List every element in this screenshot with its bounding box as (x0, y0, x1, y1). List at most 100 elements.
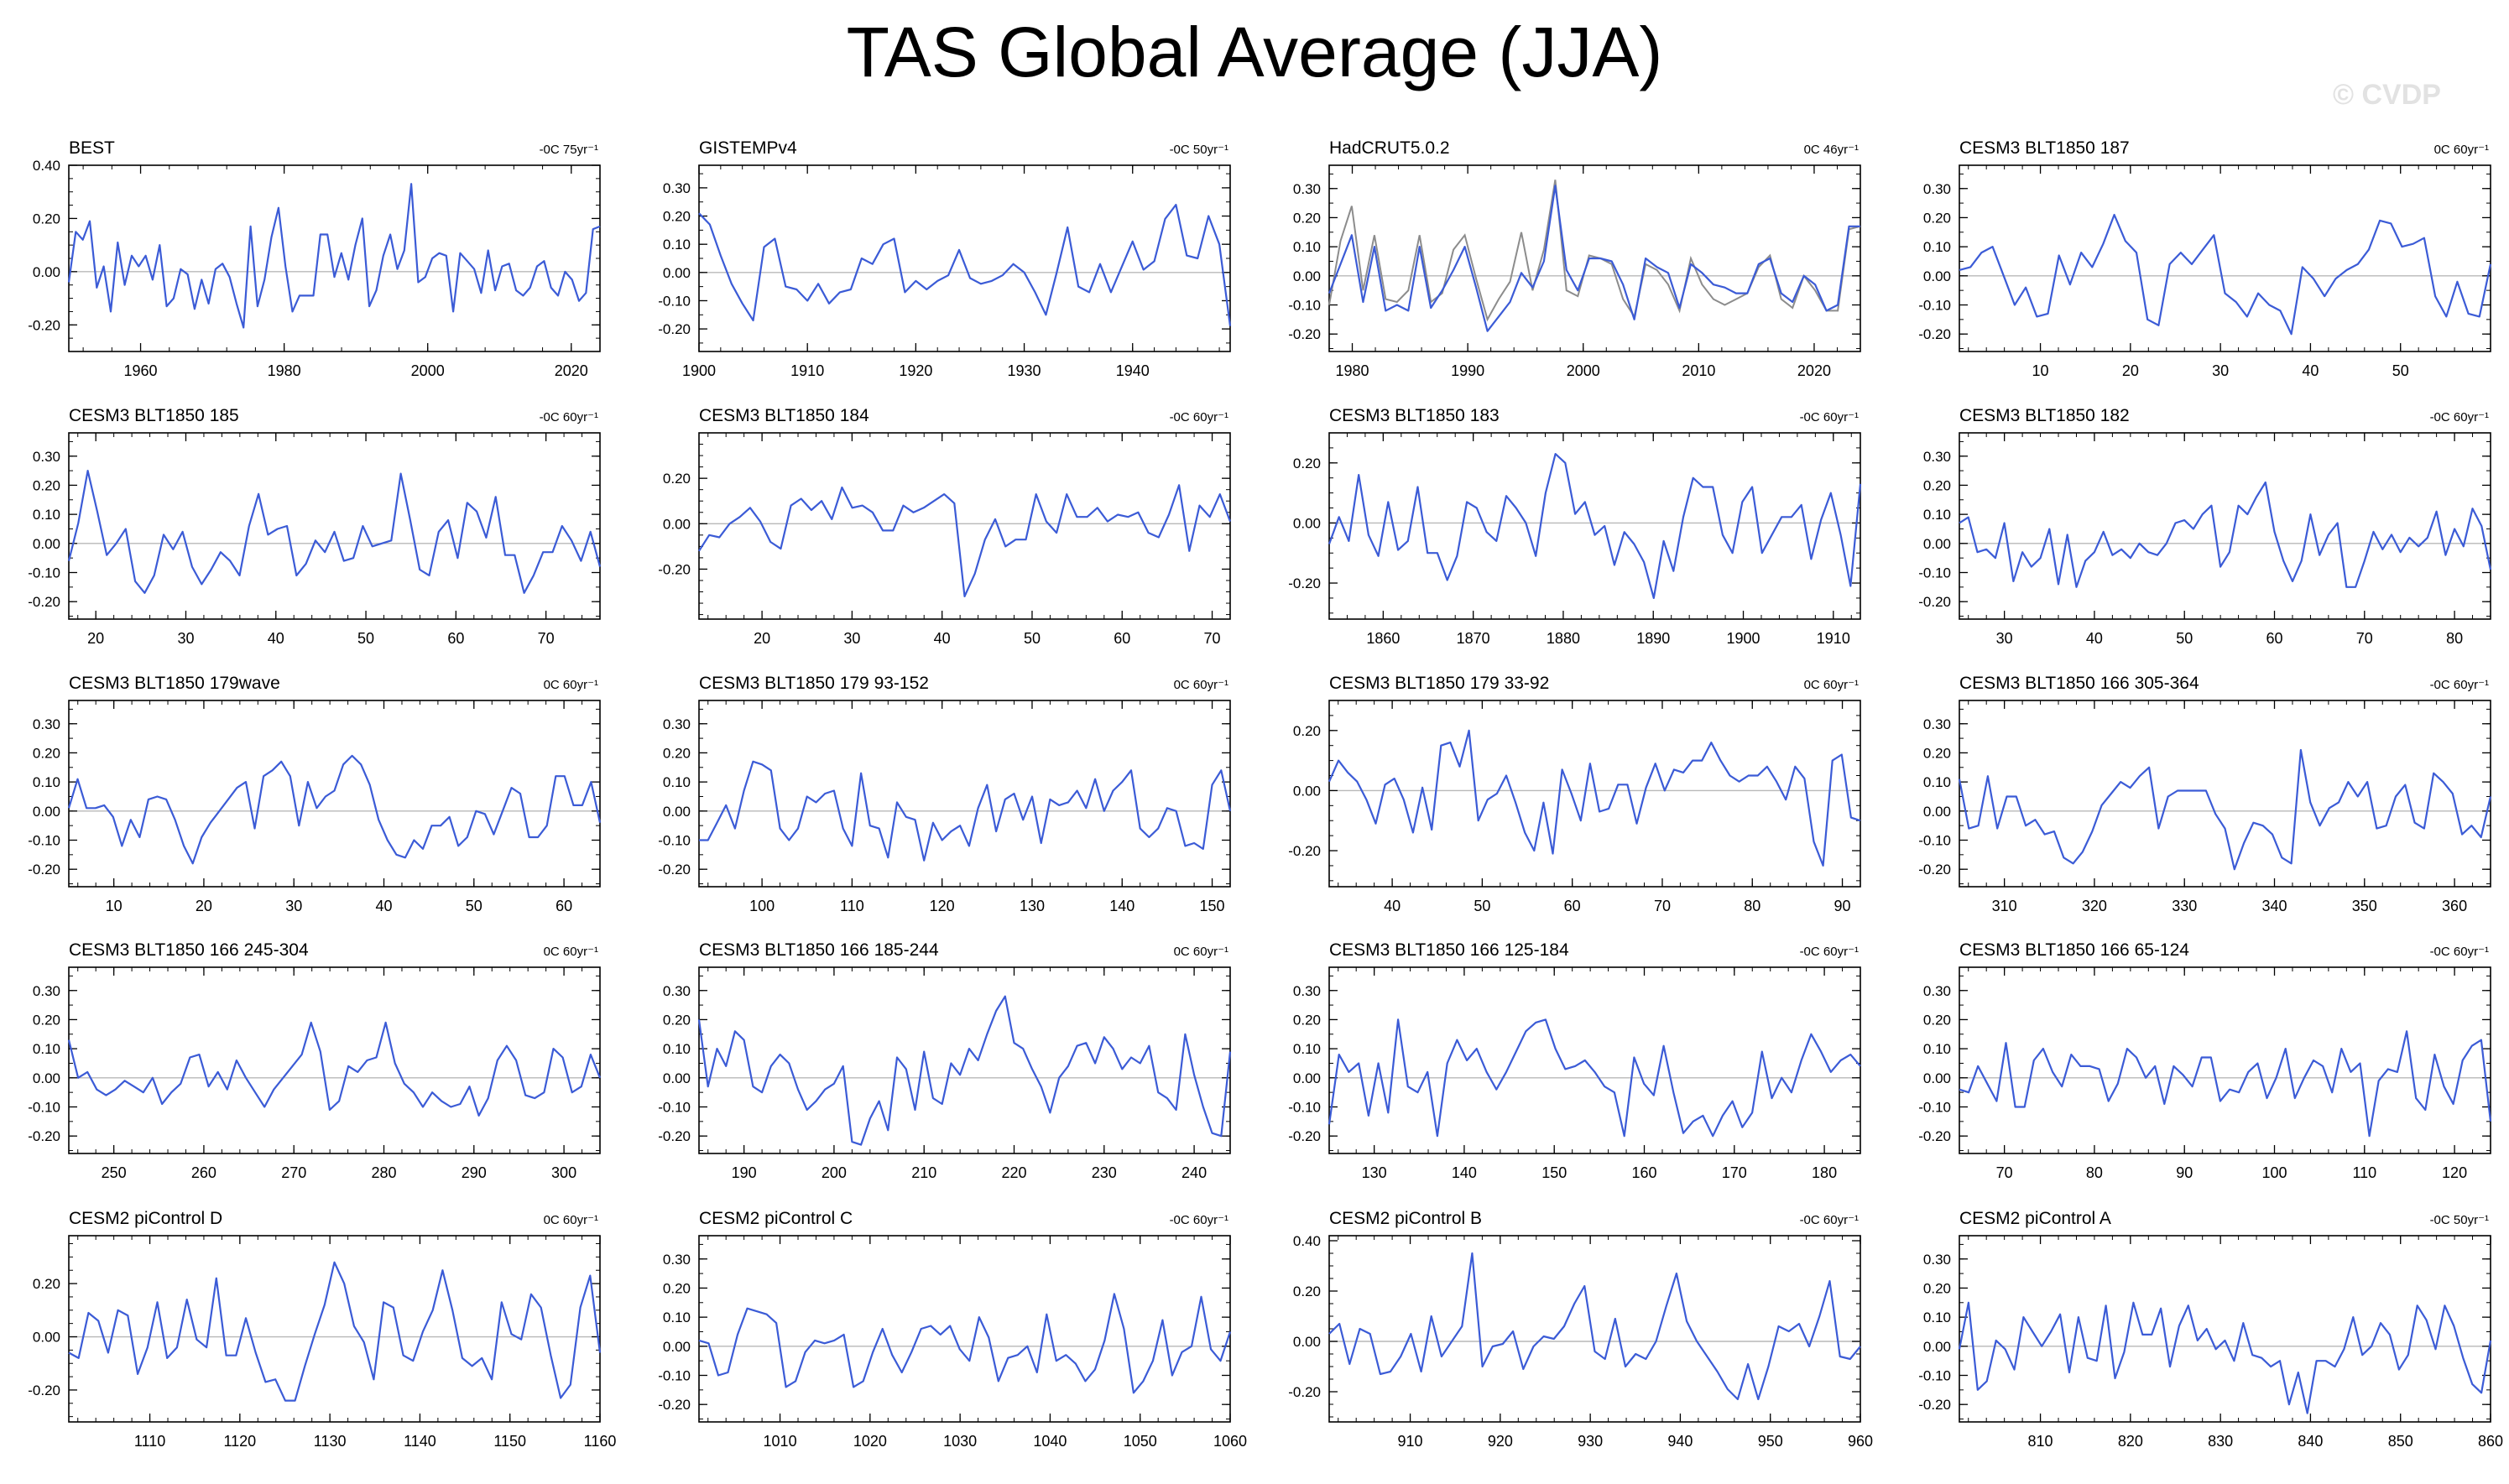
y-tick-label: 0.10 (663, 774, 691, 790)
y-tick-label: -0.20 (658, 561, 691, 577)
y-tick-label: -0.10 (1288, 298, 1321, 314)
y-tick-label: 0.00 (33, 536, 60, 552)
x-tick-label: 40 (268, 630, 284, 647)
x-tick-label: 1040 (1033, 1433, 1067, 1450)
x-tick-label: 50 (466, 898, 482, 914)
panel-trend: -0C 60yr⁻¹ (1170, 410, 1228, 424)
x-tick-label: 60 (1564, 898, 1581, 914)
x-tick-label: 270 (281, 1164, 306, 1181)
x-tick-label: 100 (2261, 1164, 2287, 1181)
y-tick-label: 0.00 (33, 1330, 60, 1346)
x-tick-label: 20 (2122, 362, 2139, 379)
y-tick-label: 0.00 (1293, 1070, 1321, 1086)
panel-title: CESM3 BLT1850 166 125-184 (1329, 940, 1569, 960)
y-tick-label: 0.00 (1923, 268, 1951, 284)
series-line (698, 204, 1232, 326)
y-tick-label: 0.10 (1923, 507, 1951, 523)
x-tick-label: 1060 (1213, 1433, 1247, 1450)
y-tick-label: -0.10 (1918, 565, 1951, 581)
panel-0: BEST -0C 75yr⁻¹ 0.40 0.20 0.00 -0.20 1960 1980 2… (28, 138, 601, 379)
y-tick-label: 0.20 (33, 745, 60, 761)
y-tick-label: -0.20 (1288, 1128, 1321, 1144)
x-tick-label: 1120 (223, 1433, 256, 1450)
y-tick-label: 0.10 (1293, 1041, 1321, 1057)
x-tick-label: 90 (1834, 898, 1851, 914)
y-tick-label: 0.20 (33, 211, 60, 227)
y-tick-label: 0.30 (1923, 181, 1951, 197)
y-tick-label: 0.20 (663, 745, 691, 761)
y-tick-label: 0.00 (1923, 536, 1951, 552)
x-tick-label: 30 (285, 898, 302, 914)
y-tick-label: 0.10 (663, 237, 691, 253)
x-tick-label: 90 (2176, 1164, 2193, 1181)
y-tick-label: 0.10 (1923, 1041, 1951, 1057)
y-tick-label: 0.10 (33, 774, 60, 790)
series-line (699, 760, 1232, 862)
x-tick-label: 1860 (1366, 630, 1400, 647)
x-tick-label: 1890 (1636, 630, 1670, 647)
x-tick-label: 60 (556, 898, 572, 914)
panel-17: CESM2 piControl C -0C 60yr⁻¹ 0.30 0.20 0.10 0… (658, 1209, 1247, 1450)
plot-frame (68, 164, 601, 352)
y-tick-label: 0.30 (33, 983, 60, 999)
x-tick-label: 170 (1722, 1164, 1747, 1181)
x-tick-label: 260 (191, 1164, 216, 1181)
plot-frame (1328, 966, 1861, 1154)
x-tick-label: 60 (2266, 630, 2282, 647)
panel-trend: -0C 60yr⁻¹ (2430, 410, 2489, 424)
panel-16: CESM2 piControl D 0C 60yr⁻¹ 0.20 0.00 -0.20 1… (28, 1209, 616, 1450)
y-tick-label: -0.20 (658, 321, 691, 337)
series-line (67, 183, 601, 329)
x-tick-label: 1030 (943, 1433, 977, 1450)
x-tick-label: 1900 (1727, 630, 1760, 647)
watermark: © CVDP (2333, 79, 2441, 111)
y-tick-label: -0.20 (658, 862, 691, 877)
x-tick-label: 1140 (404, 1433, 436, 1450)
x-tick-label: 810 (2028, 1433, 2053, 1450)
y-tick-label: 0.20 (663, 209, 691, 225)
x-tick-label: 1110 (134, 1433, 165, 1450)
x-tick-label: 30 (1996, 630, 2013, 647)
x-tick-label: 330 (2172, 898, 2197, 914)
x-tick-label: 70 (2356, 630, 2373, 647)
x-tick-label: 100 (749, 898, 775, 914)
y-tick-label: 0.10 (1923, 239, 1951, 255)
x-tick-label: 1020 (853, 1433, 887, 1450)
x-tick-label: 60 (1114, 630, 1130, 647)
y-tick-label: -0.10 (1918, 1100, 1951, 1116)
y-tick-label: 0.20 (1923, 1012, 1951, 1028)
y-tick-label: 0.30 (1293, 983, 1321, 999)
y-tick-label: -0.20 (658, 1128, 691, 1144)
x-tick-label: 340 (2261, 898, 2287, 914)
y-tick-label: 0.20 (1293, 210, 1321, 226)
y-tick-label: 0.10 (1923, 1310, 1951, 1325)
y-tick-label: -0.20 (1918, 1397, 1951, 1413)
plot-frame (1328, 1235, 1861, 1423)
panel-trend: 0C 60yr⁻¹ (2434, 143, 2489, 157)
series-line (67, 469, 602, 594)
y-tick-label: 0.00 (1923, 1339, 1951, 1355)
x-tick-label: 1980 (1335, 362, 1369, 379)
panel-trend: -0C 60yr⁻¹ (1800, 410, 1859, 424)
series-line (1328, 185, 1860, 332)
x-tick-label: 1960 (124, 362, 158, 379)
x-tick-label: 140 (1452, 1164, 1477, 1181)
x-tick-label: 60 (447, 630, 464, 647)
x-tick-label: 40 (934, 630, 951, 647)
y-tick-label: 0.20 (33, 1012, 60, 1028)
x-tick-label: 860 (2478, 1433, 2503, 1450)
panel-trend: -0C 60yr⁻¹ (540, 410, 598, 424)
y-tick-label: 0.20 (33, 1276, 60, 1292)
panel-title: CESM3 BLT1850 184 (699, 406, 869, 425)
x-tick-label: 70 (1204, 630, 1221, 647)
overlay-series-line (1328, 180, 1861, 322)
panel-12: CESM3 BLT1850 166 245-304 0C 60yr⁻¹ 0.30 0.… (28, 940, 602, 1181)
panel-title: CESM2 piControl B (1329, 1209, 1482, 1228)
panel-title: CESM3 BLT1850 185 (69, 406, 239, 425)
panel-trend: 0C 60yr⁻¹ (544, 678, 598, 692)
series-line (1328, 1252, 1861, 1401)
y-tick-label: 0.00 (1293, 783, 1321, 799)
x-tick-label: 1160 (584, 1433, 617, 1450)
x-tick-label: 20 (754, 630, 770, 647)
series-line (1958, 1301, 2492, 1414)
